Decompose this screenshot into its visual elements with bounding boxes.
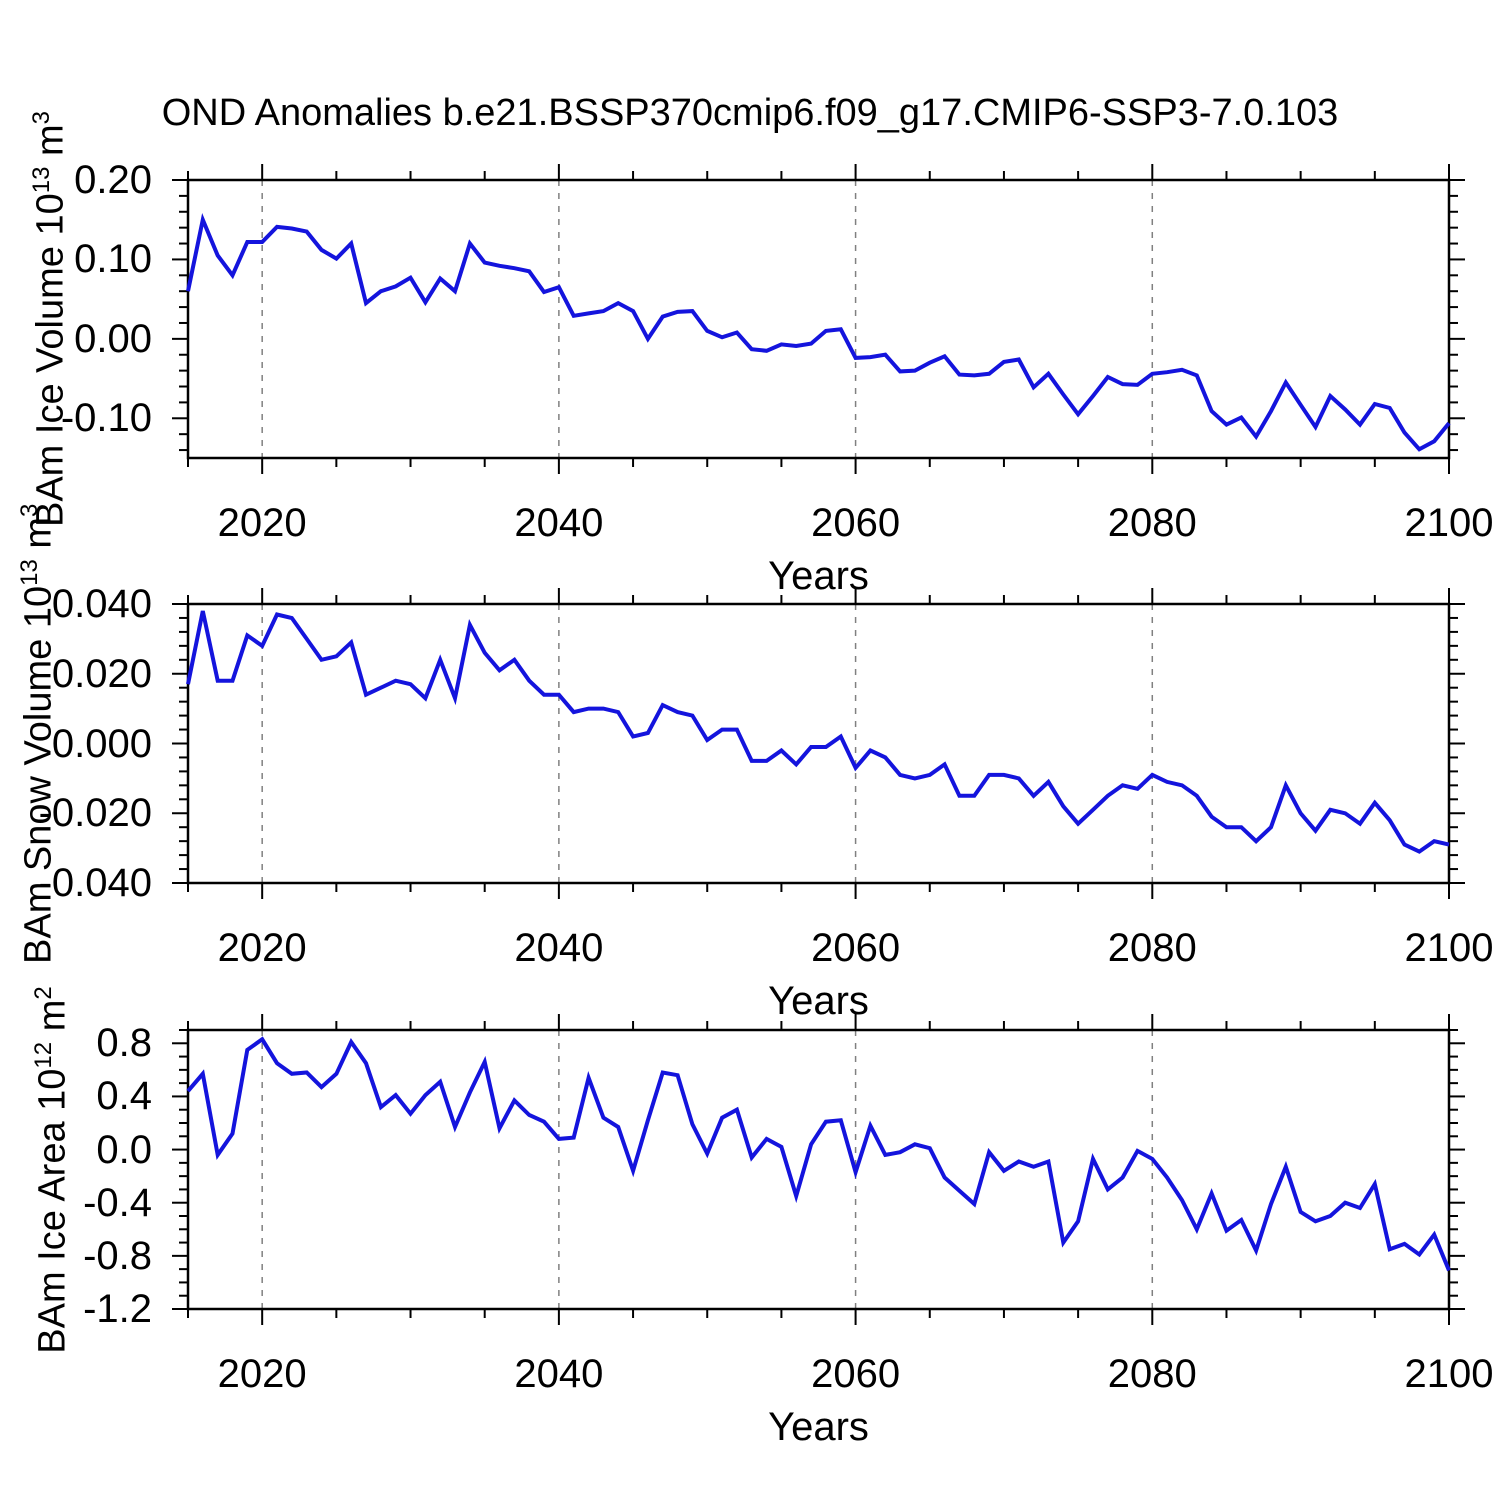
x-axis-title: Years (768, 979, 869, 1023)
y-axis-title: BAm Ice Area 1012 m2 (22, 960, 74, 1380)
y-axis-title-part: 12 (30, 1041, 57, 1069)
y-tick-label: 0.20 (74, 158, 152, 202)
x-tick-label: 2040 (514, 926, 604, 970)
y-tick-label: -0.020 (38, 791, 152, 836)
y-tick-label: 0.020 (51, 651, 152, 696)
x-tick-label: 2080 (1107, 926, 1197, 970)
chart-title: OND Anomalies b.e21.BSSP370cmip6.f09_g17… (161, 92, 1339, 134)
y-axis-title-part: BAm Ice Area 10 (31, 1068, 74, 1354)
x-tick-label: 2100 (1404, 1352, 1494, 1396)
x-tick-label: 2040 (514, 1352, 604, 1396)
panel-ice-volume (172, 164, 1465, 474)
y-tick-label: -0.10 (60, 396, 152, 441)
y-tick-label: 0.8 (96, 1021, 152, 1066)
y-tick-label: 0.000 (51, 721, 152, 766)
y-tick-label: -0.4 (83, 1180, 152, 1225)
y-axis-title-part: 3 (28, 111, 55, 125)
x-tick-label: 2060 (811, 1352, 901, 1396)
y-axis-title-part: 13 (28, 166, 55, 194)
panel-border (186, 178, 1451, 460)
y-axis-title-part: BAm Ice Volume 10 (29, 193, 72, 528)
x-axis-title: Years (768, 1405, 869, 1449)
x-tick-label: 2060 (811, 926, 901, 970)
y-axis-title-part: m (29, 124, 72, 167)
series-line (186, 212, 1451, 452)
y-axis-title-part: 2 (30, 985, 57, 1000)
x-tick-label: 2100 (1404, 926, 1494, 970)
x-tick-label: 2080 (1107, 1352, 1197, 1396)
x-tick-label: 2080 (1107, 501, 1197, 545)
panel-border (186, 602, 1451, 885)
y-tick-label: 0.10 (74, 237, 152, 282)
y-axis-title-part: m (17, 516, 60, 559)
y-tick-label: -0.040 (38, 861, 152, 905)
x-tick-label: 2060 (811, 501, 901, 545)
x-tick-label: 2020 (217, 1352, 307, 1396)
y-axis-title: BAm Ice Volume 1013 m3 (20, 109, 72, 529)
x-tick-label: 2040 (514, 501, 604, 545)
y-axis-title: BAm Snow Volume 1013 m3 (8, 503, 60, 963)
x-axis-title: Years (768, 554, 869, 598)
x-tick-label: 2020 (217, 926, 307, 970)
series-line (186, 610, 1450, 854)
y-axis-title-part: 3 (16, 503, 43, 517)
series-line (186, 1036, 1451, 1272)
panel-border (186, 1028, 1451, 1311)
y-tick-label: 0.040 (51, 582, 152, 626)
y-tick-label: 0.0 (96, 1127, 152, 1172)
y-tick-label: 0.4 (96, 1074, 152, 1119)
panel-snow-volume (172, 588, 1465, 899)
y-axis-title-part: BAm Snow Volume 10 (17, 585, 60, 964)
y-tick-label: -1.2 (83, 1287, 152, 1331)
x-tick-label: 2100 (1404, 501, 1494, 545)
y-tick-label: 0.00 (74, 316, 152, 361)
y-axis-title-part: m (31, 999, 74, 1042)
y-tick-label: -0.8 (83, 1233, 152, 1278)
x-tick-label: 2020 (217, 501, 307, 545)
panel-ice-area (172, 1014, 1465, 1325)
y-axis-title-part: 13 (16, 558, 43, 586)
